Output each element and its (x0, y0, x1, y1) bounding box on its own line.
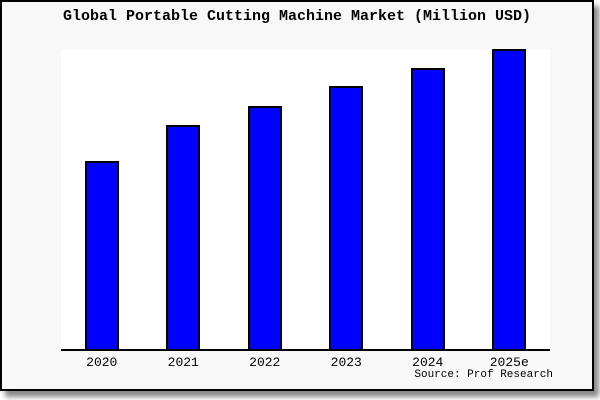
chart-figure: Global Portable Cutting Machine Market (… (0, 0, 594, 391)
x-tick-label-2020: 2020 (86, 355, 118, 370)
bar-2023 (329, 86, 364, 349)
plot-area (61, 49, 550, 351)
bar-2024 (410, 68, 445, 349)
x-axis-labels: 2020 2021 2022 2023 2024 2025e (61, 355, 550, 370)
bar-2021 (166, 125, 201, 349)
x-tick-label-2022: 2022 (249, 355, 281, 370)
x-tick-label-2025e: 2025e (489, 355, 529, 370)
bar-2025e (492, 49, 527, 349)
bar-2020 (84, 161, 119, 349)
source-credit: Source: Prof Research (414, 369, 553, 381)
x-tick-label-2024: 2024 (412, 355, 444, 370)
x-tick-label-2023: 2023 (330, 355, 362, 370)
chart-title: Global Portable Cutting Machine Market (… (62, 8, 532, 25)
x-tick-label-2021: 2021 (167, 355, 199, 370)
bar-2022 (247, 106, 282, 349)
